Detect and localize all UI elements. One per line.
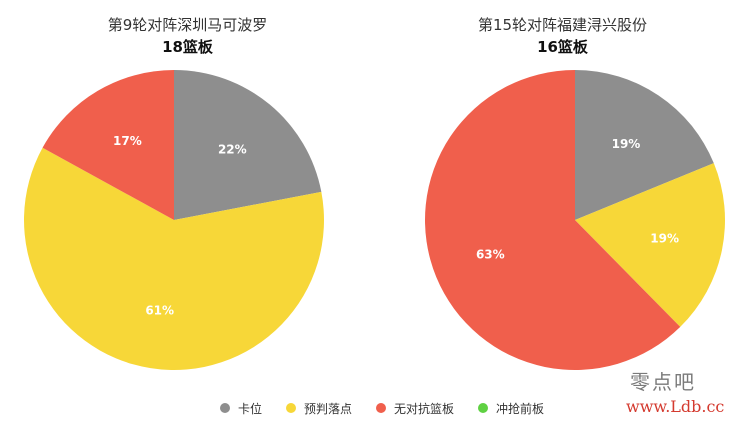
chart-subtitle: 16篮板 — [537, 38, 588, 56]
legend-item-kawei: 卡位 — [220, 400, 262, 417]
chart-title: 第9轮对阵深圳马可波罗 — [107, 16, 268, 34]
pie-slice-label-0: 19% — [612, 137, 641, 151]
watermark-url: www.Ldb.cc — [626, 397, 725, 416]
pie-slice-label-0: 22% — [218, 142, 247, 156]
legend-item-yupan: 预判落点 — [286, 400, 352, 417]
pie-chart-round-9: 第9轮对阵深圳马可波罗 18篮板 22% 61% 17% — [0, 0, 375, 380]
legend: 卡位 预判落点 无对抗篮板 冲抢前板 — [220, 399, 544, 417]
pie-slice-0 — [575, 70, 714, 220]
legend-label: 卡位 — [238, 401, 263, 416]
pie-slice-2 — [42, 70, 174, 220]
legend-label: 无对抗篮板 — [394, 401, 455, 416]
pie-slice-label-2: 17% — [113, 134, 142, 148]
legend-dot — [376, 403, 387, 413]
pie-slice-label-1: 19% — [650, 231, 679, 245]
pie-svg-round-15: 19% 19% 63% — [425, 70, 725, 370]
pie-slice-2 — [425, 70, 681, 370]
pie-slice-1 — [24, 147, 325, 370]
chart-subtitle: 18篮板 — [162, 38, 213, 56]
legend-dot — [220, 403, 230, 413]
legend-label: 预判落点 — [304, 401, 353, 416]
watermark-text: 零点吧 — [630, 370, 696, 394]
pie-svg-round-9: 22% 61% 17% — [24, 70, 325, 370]
legend-dot — [286, 403, 297, 413]
legend-item-wuduikang: 无对抗篮板 — [376, 400, 454, 417]
pie-slice-1 — [575, 163, 725, 327]
legend-item-chongqiang: 冲抢前板 — [478, 400, 544, 417]
chart-title: 第15轮对阵福建浔兴股份 — [477, 16, 648, 34]
pie-chart-round-15: 第15轮对阵福建浔兴股份 16篮板 19% 19% 63% — [375, 0, 750, 380]
legend-dot — [478, 403, 489, 413]
legend-label: 冲抢前板 — [496, 401, 545, 416]
pie-slice-0 — [174, 70, 322, 220]
pie-slice-label-1: 61% — [145, 303, 174, 317]
pie-slice-label-2: 63% — [476, 248, 505, 262]
